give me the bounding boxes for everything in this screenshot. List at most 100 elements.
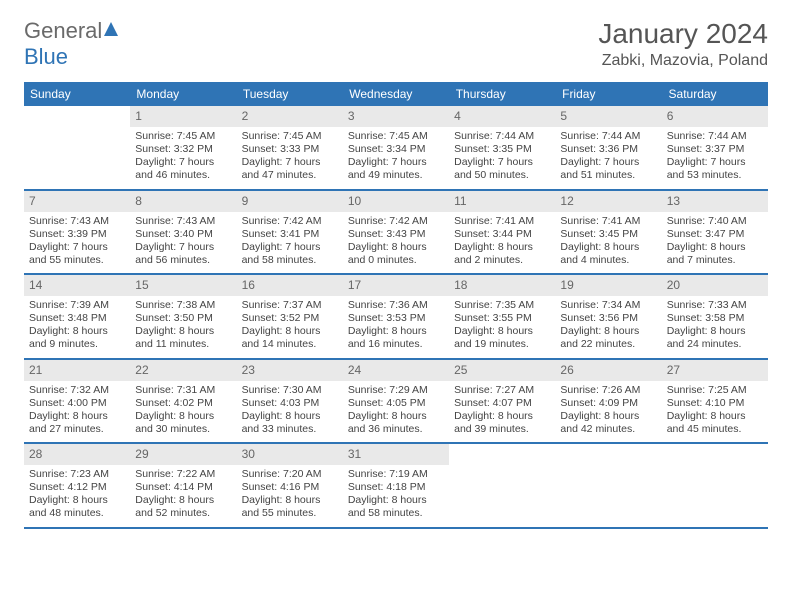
day-cell: 8Sunrise: 7:43 AMSunset: 3:40 PMDaylight… [130,191,236,274]
daylight-text: Daylight: 7 hours and 49 minutes. [348,156,444,182]
sunset-text: Sunset: 3:35 PM [454,143,550,156]
day-body: Sunrise: 7:45 AMSunset: 3:34 PMDaylight:… [343,127,449,189]
sunrise-text: Sunrise: 7:26 AM [560,384,656,397]
sunset-text: Sunset: 4:00 PM [29,397,125,410]
sunrise-text: Sunrise: 7:35 AM [454,299,550,312]
sunset-text: Sunset: 3:44 PM [454,228,550,241]
day-body: Sunrise: 7:42 AMSunset: 3:43 PMDaylight:… [343,212,449,274]
sunrise-text: Sunrise: 7:45 AM [242,130,338,143]
day-body: Sunrise: 7:40 AMSunset: 3:47 PMDaylight:… [662,212,768,274]
sunset-text: Sunset: 3:56 PM [560,312,656,325]
sunset-text: Sunset: 3:36 PM [560,143,656,156]
daylight-text: Daylight: 7 hours and 55 minutes. [29,241,125,267]
sunrise-text: Sunrise: 7:42 AM [242,215,338,228]
weekday-header: Friday [556,82,662,106]
day-number: 4 [449,106,555,127]
day-number: 24 [343,360,449,381]
day-number: 7 [24,191,130,212]
day-number: 16 [237,275,343,296]
day-cell: 27Sunrise: 7:25 AMSunset: 4:10 PMDayligh… [662,360,768,443]
day-body: Sunrise: 7:20 AMSunset: 4:16 PMDaylight:… [237,465,343,527]
daylight-text: Daylight: 8 hours and 36 minutes. [348,410,444,436]
brand-logo: General Blue [24,18,120,70]
daylight-text: Daylight: 8 hours and 9 minutes. [29,325,125,351]
week-row: 1Sunrise: 7:45 AMSunset: 3:32 PMDaylight… [24,106,768,191]
week-row: 7Sunrise: 7:43 AMSunset: 3:39 PMDaylight… [24,191,768,276]
sunrise-text: Sunrise: 7:44 AM [454,130,550,143]
sunrise-text: Sunrise: 7:41 AM [454,215,550,228]
day-cell: 24Sunrise: 7:29 AMSunset: 4:05 PMDayligh… [343,360,449,443]
daylight-text: Daylight: 7 hours and 56 minutes. [135,241,231,267]
sunrise-text: Sunrise: 7:20 AM [242,468,338,481]
day-body: Sunrise: 7:33 AMSunset: 3:58 PMDaylight:… [662,296,768,358]
day-cell: 17Sunrise: 7:36 AMSunset: 3:53 PMDayligh… [343,275,449,358]
day-cell [449,444,555,527]
daylight-text: Daylight: 8 hours and 33 minutes. [242,410,338,436]
day-number: 5 [555,106,661,127]
day-number: 25 [449,360,555,381]
title-block: January 2024 Zabki, Mazovia, Poland [598,18,768,70]
day-number: 8 [130,191,236,212]
day-number: 13 [662,191,768,212]
day-number: 9 [237,191,343,212]
day-body: Sunrise: 7:43 AMSunset: 3:40 PMDaylight:… [130,212,236,274]
sunrise-text: Sunrise: 7:31 AM [135,384,231,397]
weekday-header: Saturday [663,82,768,106]
day-cell: 15Sunrise: 7:38 AMSunset: 3:50 PMDayligh… [130,275,236,358]
day-body: Sunrise: 7:44 AMSunset: 3:36 PMDaylight:… [555,127,661,189]
day-body: Sunrise: 7:39 AMSunset: 3:48 PMDaylight:… [24,296,130,358]
day-cell: 3Sunrise: 7:45 AMSunset: 3:34 PMDaylight… [343,106,449,189]
daylight-text: Daylight: 8 hours and 0 minutes. [348,241,444,267]
sunrise-text: Sunrise: 7:43 AM [135,215,231,228]
day-cell: 13Sunrise: 7:40 AMSunset: 3:47 PMDayligh… [662,191,768,274]
daylight-text: Daylight: 7 hours and 51 minutes. [560,156,656,182]
day-body: Sunrise: 7:44 AMSunset: 3:35 PMDaylight:… [449,127,555,189]
sunrise-text: Sunrise: 7:38 AM [135,299,231,312]
day-body [24,112,130,121]
daylight-text: Daylight: 8 hours and 42 minutes. [560,410,656,436]
sunrise-text: Sunrise: 7:42 AM [348,215,444,228]
day-cell: 9Sunrise: 7:42 AMSunset: 3:41 PMDaylight… [237,191,343,274]
weekday-header: Monday [130,82,236,106]
sunrise-text: Sunrise: 7:43 AM [29,215,125,228]
day-body: Sunrise: 7:27 AMSunset: 4:07 PMDaylight:… [449,381,555,443]
sunrise-text: Sunrise: 7:34 AM [560,299,656,312]
sunset-text: Sunset: 3:39 PM [29,228,125,241]
calendar-grid: Sunday Monday Tuesday Wednesday Thursday… [24,82,768,529]
day-number: 1 [130,106,236,127]
day-cell: 19Sunrise: 7:34 AMSunset: 3:56 PMDayligh… [555,275,661,358]
daylight-text: Daylight: 7 hours and 58 minutes. [242,241,338,267]
day-number: 30 [237,444,343,465]
sunrise-text: Sunrise: 7:25 AM [667,384,763,397]
day-number: 22 [130,360,236,381]
sunset-text: Sunset: 3:50 PM [135,312,231,325]
day-body: Sunrise: 7:38 AMSunset: 3:50 PMDaylight:… [130,296,236,358]
day-body [662,450,768,459]
sunset-text: Sunset: 3:58 PM [667,312,763,325]
day-number: 15 [130,275,236,296]
header: General Blue January 2024 Zabki, Mazovia… [24,18,768,70]
sunrise-text: Sunrise: 7:44 AM [667,130,763,143]
sunset-text: Sunset: 4:09 PM [560,397,656,410]
day-body: Sunrise: 7:23 AMSunset: 4:12 PMDaylight:… [24,465,130,527]
daylight-text: Daylight: 7 hours and 50 minutes. [454,156,550,182]
sunrise-text: Sunrise: 7:32 AM [29,384,125,397]
sunrise-text: Sunrise: 7:39 AM [29,299,125,312]
day-body [449,450,555,459]
sunset-text: Sunset: 4:10 PM [667,397,763,410]
day-number: 2 [237,106,343,127]
day-body: Sunrise: 7:30 AMSunset: 4:03 PMDaylight:… [237,381,343,443]
day-body: Sunrise: 7:36 AMSunset: 3:53 PMDaylight:… [343,296,449,358]
day-number: 29 [130,444,236,465]
location-text: Zabki, Mazovia, Poland [598,52,768,70]
day-number: 3 [343,106,449,127]
day-cell: 29Sunrise: 7:22 AMSunset: 4:14 PMDayligh… [130,444,236,527]
sunset-text: Sunset: 4:14 PM [135,481,231,494]
sunset-text: Sunset: 3:37 PM [667,143,763,156]
day-number: 6 [662,106,768,127]
day-cell: 20Sunrise: 7:33 AMSunset: 3:58 PMDayligh… [662,275,768,358]
day-body: Sunrise: 7:41 AMSunset: 3:45 PMDaylight:… [555,212,661,274]
month-title: January 2024 [598,18,768,50]
day-cell [662,444,768,527]
daylight-text: Daylight: 8 hours and 14 minutes. [242,325,338,351]
